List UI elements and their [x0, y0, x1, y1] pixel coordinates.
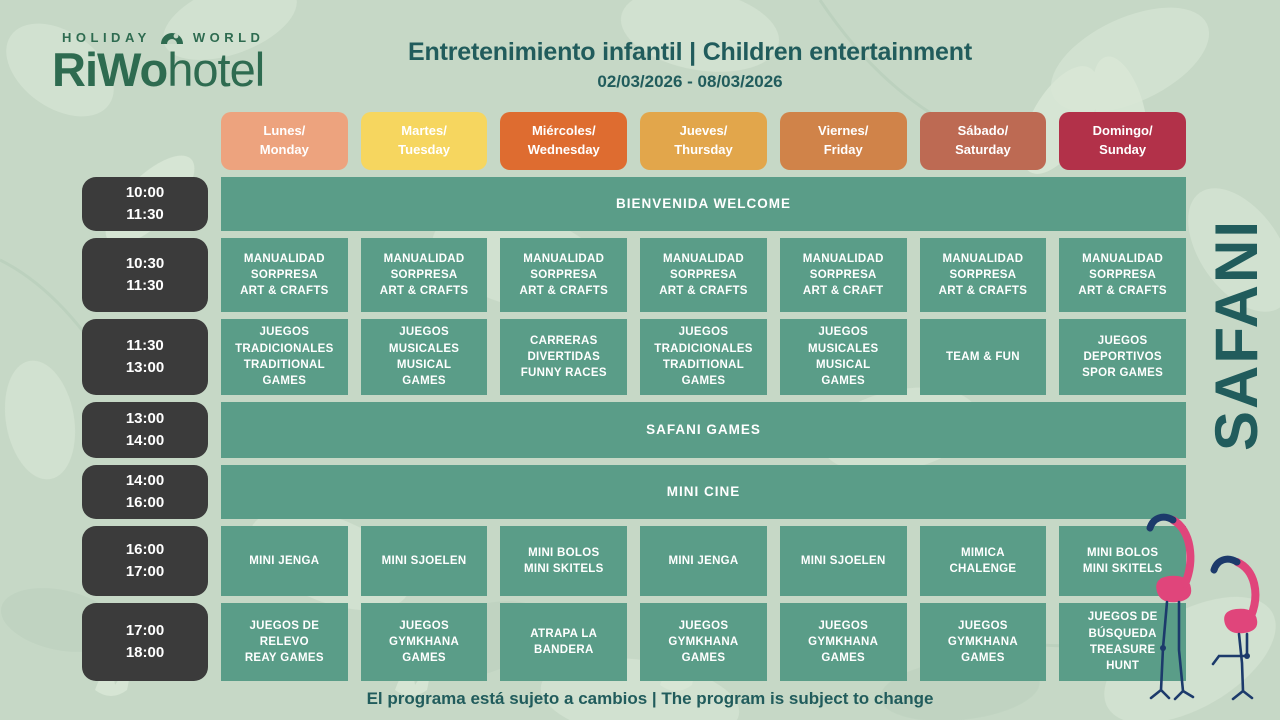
- schedule-cell: JUEGOS GYMKHANA GAMES: [640, 603, 767, 681]
- time-slot: 16:00 17:00: [82, 526, 208, 596]
- schedule-cell: MINI JENGA: [221, 526, 348, 596]
- time-slot: 14:00 16:00: [82, 465, 208, 519]
- time-slot: 17:00 18:00: [82, 603, 208, 681]
- logo-holiday-world: HOLIDAY WORLD: [62, 30, 264, 45]
- time-slot: 10:30 11:30: [82, 238, 208, 312]
- schedule-cell: JUEGOS TRADICIONALES TRADITIONAL GAMES: [640, 319, 767, 395]
- day-header-monday: Lunes/ Monday: [221, 112, 348, 170]
- page-title: Entretenimiento infantil | Children ente…: [408, 38, 972, 66]
- schedule-cell: MINI SJOELEN: [360, 526, 488, 596]
- schedule-cell: JUEGOS MUSICALES MUSICAL GAMES: [779, 319, 907, 395]
- schedule-cell: TEAM & FUN: [919, 319, 1047, 395]
- schedule-cell: ATRAPA LA BANDERA: [500, 603, 628, 681]
- day-header-wednesday: Miércoles/ Wednesday: [500, 112, 628, 170]
- day-header-thursday: Jueves/ Thursday: [640, 112, 767, 170]
- schedule-cell: JUEGOS GYMKHANA GAMES: [360, 603, 488, 681]
- hotel-logo: HOLIDAY WORLD RiWohotel: [52, 30, 265, 96]
- schedule-cell-fullweek: SAFANI GAMES: [221, 402, 1186, 458]
- safani-vertical-label: SAFANI: [1203, 218, 1270, 452]
- schedule-cell: CARRERAS DIVERTIDAS FUNNY RACES: [500, 319, 628, 395]
- page-header: Entretenimiento infantil | Children ente…: [300, 38, 1080, 92]
- schedule-cell: JUEGOS DE RELEVO REAY GAMES: [221, 603, 348, 681]
- time-slot: 13:00 14:00: [82, 402, 208, 458]
- schedule-cell: MANUALIDAD SORPRESA ART & CRAFTS: [1059, 238, 1186, 312]
- logo-brand: RiWohotel: [52, 43, 265, 96]
- schedule-cell: MANUALIDAD SORPRESA ART & CRAFTS: [221, 238, 348, 312]
- schedule-cell: MINI JENGA: [640, 526, 767, 596]
- timetable: Lunes/ Monday Martes/ Tuesday Miércoles/…: [82, 112, 1186, 681]
- schedule-cell: MANUALIDAD SORPRESA ART & CRAFTS: [360, 238, 488, 312]
- day-header-tuesday: Martes/ Tuesday: [360, 112, 488, 170]
- day-header-saturday: Sábado/ Saturday: [919, 112, 1047, 170]
- schedule-cell: MINI BOLOS MINI SKITELS: [500, 526, 628, 596]
- day-header-friday: Viernes/ Friday: [779, 112, 907, 170]
- schedule-cell: MANUALIDAD SORPRESA ART & CRAFTS: [919, 238, 1047, 312]
- schedule-cell: MINI SJOELEN: [779, 526, 907, 596]
- schedule-cell: MANUALIDAD SORPRESA ART & CRAFTS: [500, 238, 628, 312]
- logo-world-text: WORLD: [192, 30, 265, 45]
- flamingos-illustration: [1146, 513, 1260, 701]
- schedule-cell: JUEGOS GYMKHANA GAMES: [919, 603, 1047, 681]
- time-slot: 10:00 11:30: [82, 177, 208, 231]
- time-slot: 11:30 13:00: [82, 319, 208, 395]
- schedule-cell: JUEGOS GYMKHANA GAMES: [779, 603, 907, 681]
- logo-riwo-text: RiWo: [52, 43, 168, 96]
- logo-hotel-text: hotel: [167, 43, 265, 96]
- holiday-world-arc-icon: [160, 33, 183, 44]
- schedule-cell: MANUALIDAD SORPRESA ART & CRAFTS: [640, 238, 767, 312]
- disclaimer-text: El programa está sujeto a cambios | The …: [366, 689, 934, 708]
- schedule-cell-fullweek: BIENVENIDA WELCOME: [221, 177, 1186, 231]
- schedule-cell: JUEGOS DEPORTIVOS SPOR GAMES: [1059, 319, 1186, 395]
- schedule-cell: JUEGOS TRADICIONALES TRADITIONAL GAMES: [221, 319, 348, 395]
- schedule-cell-fullweek: MINI CINE: [221, 465, 1186, 519]
- logo-holiday-text: HOLIDAY: [62, 30, 151, 45]
- schedule-cell: MIMICA CHALENGE: [919, 526, 1047, 596]
- day-header-sunday: Domingo/ Sunday: [1059, 112, 1186, 170]
- grid-corner-spacer: [82, 112, 208, 170]
- date-range: 02/03/2026 - 08/03/2026: [597, 72, 783, 91]
- schedule-cell: MANUALIDAD SORPRESA ART & CRAFT: [779, 238, 907, 312]
- schedule-cell: JUEGOS MUSICALES MUSICAL GAMES: [360, 319, 488, 395]
